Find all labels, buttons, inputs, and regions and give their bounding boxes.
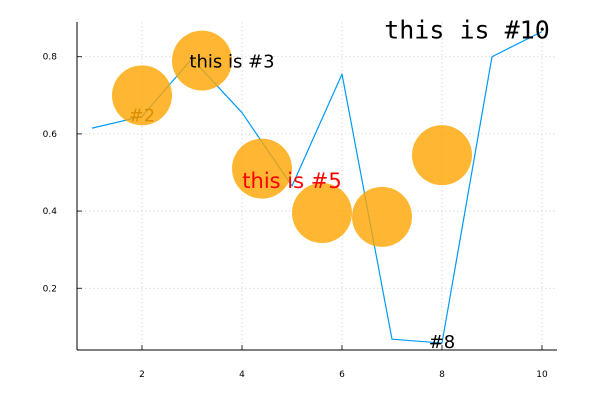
x-tick-label: 2 — [139, 370, 145, 380]
y-tick-label: 0.4 — [43, 207, 58, 217]
y-tick-label: 0.2 — [43, 284, 57, 294]
annotation-label: this is #3 — [189, 52, 274, 73]
scatter-series — [112, 30, 472, 247]
annotations: #2 this is #3 this is #5 #8 this is #10 — [129, 16, 550, 353]
scatter-point — [232, 138, 292, 199]
scatter-point — [112, 65, 172, 126]
y-tick-label: 0.8 — [43, 53, 58, 63]
tick-labels: 2 4 6 8 10 0.2 0.4 0.6 0.8 — [43, 53, 548, 380]
scatter-point — [172, 30, 232, 91]
x-tick-label: 8 — [439, 370, 445, 380]
x-tick-label: 10 — [536, 370, 548, 380]
annotation-label: #8 — [429, 332, 456, 353]
x-tick-label: 4 — [239, 370, 245, 380]
annotation-label: this is #5 — [242, 169, 341, 193]
axes — [76, 22, 557, 351]
y-tick-label: 0.6 — [43, 130, 58, 140]
scatter-point — [412, 125, 472, 186]
annotation-label: this is #10 — [384, 16, 550, 45]
x-tick-label: 6 — [339, 370, 345, 380]
scatter-point — [352, 186, 412, 247]
grid — [77, 22, 557, 350]
annotation-label: #2 — [129, 106, 156, 127]
scatter-point — [292, 183, 352, 244]
